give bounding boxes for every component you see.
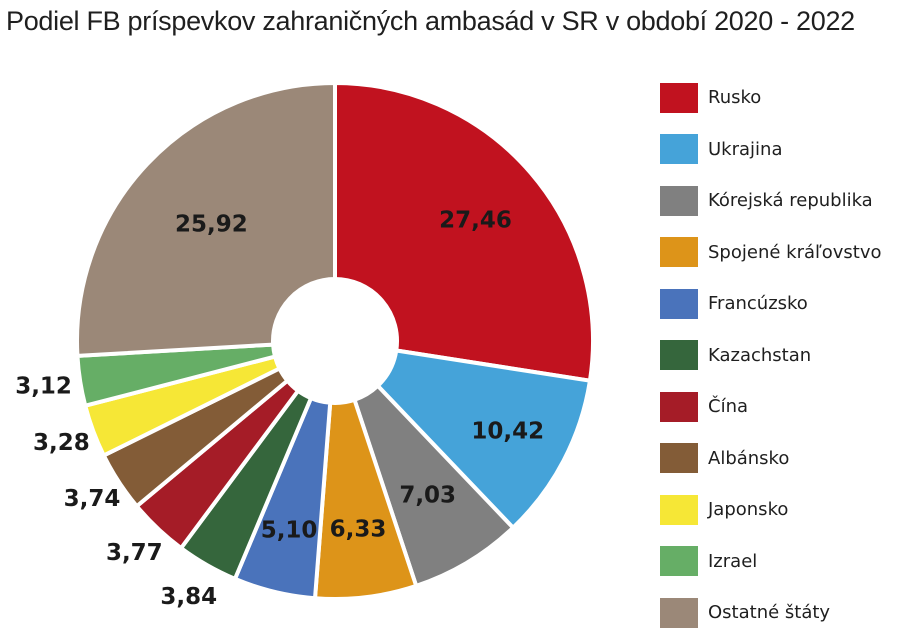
legend-swatch	[660, 597, 698, 628]
legend-swatch	[660, 134, 698, 165]
data-label-izrael: 3,12	[15, 374, 72, 400]
legend-item-izrael: Izrael	[660, 536, 882, 588]
legend-item-rusko: Rusko	[660, 72, 882, 124]
legend-label: Ostatné štáty	[708, 602, 831, 624]
data-label-korejska-republika: 7,03	[399, 482, 456, 508]
legend-label: Francúzsko	[708, 293, 808, 315]
legend-item-albansko: Albánsko	[660, 433, 882, 485]
legend-item-francuzsko: Francúzsko	[660, 278, 882, 330]
legend-item-ukrajina: Ukrajina	[660, 124, 882, 176]
data-label-ukrajina: 10,42	[471, 418, 544, 444]
legend-swatch	[660, 288, 698, 319]
legend-swatch	[660, 443, 698, 474]
legend-label: Rusko	[708, 87, 762, 109]
legend-swatch	[660, 546, 698, 577]
legend-label: Ukrajina	[708, 138, 783, 160]
data-label-japonsko: 3,28	[33, 430, 90, 456]
legend-label: Kórejská republika	[708, 190, 873, 212]
legend-item-ostatne-staty: Ostatné štáty	[660, 587, 882, 639]
legend-swatch	[660, 237, 698, 268]
data-label-francuzsko: 5,10	[261, 518, 318, 544]
legend-swatch	[660, 82, 698, 113]
legend-label: Čína	[708, 396, 749, 418]
legend-label: Izrael	[708, 550, 758, 572]
slice-rusko	[333, 81, 595, 383]
legend-item-japonsko: Japonsko	[660, 484, 882, 536]
legend-item-spojene-kralovstvo: Spojené kráľovstvo	[660, 227, 882, 279]
chart-legend: Rusko Ukrajina Kórejská republika Spojené k…	[660, 72, 882, 639]
slice-ostatne-staty	[75, 81, 337, 358]
data-label-albansko: 3,74	[64, 486, 121, 512]
legend-label: Japonsko	[708, 499, 789, 521]
data-label-kazachstan: 3,84	[160, 584, 217, 610]
legend-label: Albánsko	[708, 447, 790, 469]
legend-item-cina: Čína	[660, 381, 882, 433]
legend-swatch	[660, 340, 698, 371]
data-label-cina: 3,77	[106, 540, 163, 566]
data-label-rusko: 27,46	[439, 208, 512, 234]
data-label-ostatne-staty: 25,92	[175, 211, 248, 237]
legend-label: Spojené kráľovstvo	[708, 241, 882, 263]
legend-swatch	[660, 391, 698, 422]
legend-swatch	[660, 185, 698, 216]
legend-swatch	[660, 494, 698, 525]
legend-item-kazachstan: Kazachstan	[660, 330, 882, 382]
data-label-spojene-kralovstvo: 6,33	[330, 517, 387, 543]
legend-item-korejska-republika: Kórejská republika	[660, 175, 882, 227]
chart-title: Podiel FB príspevkov zahraničných ambasá…	[6, 6, 855, 36]
slice-ukrajina	[375, 348, 592, 530]
legend-label: Kazachstan	[708, 344, 812, 366]
